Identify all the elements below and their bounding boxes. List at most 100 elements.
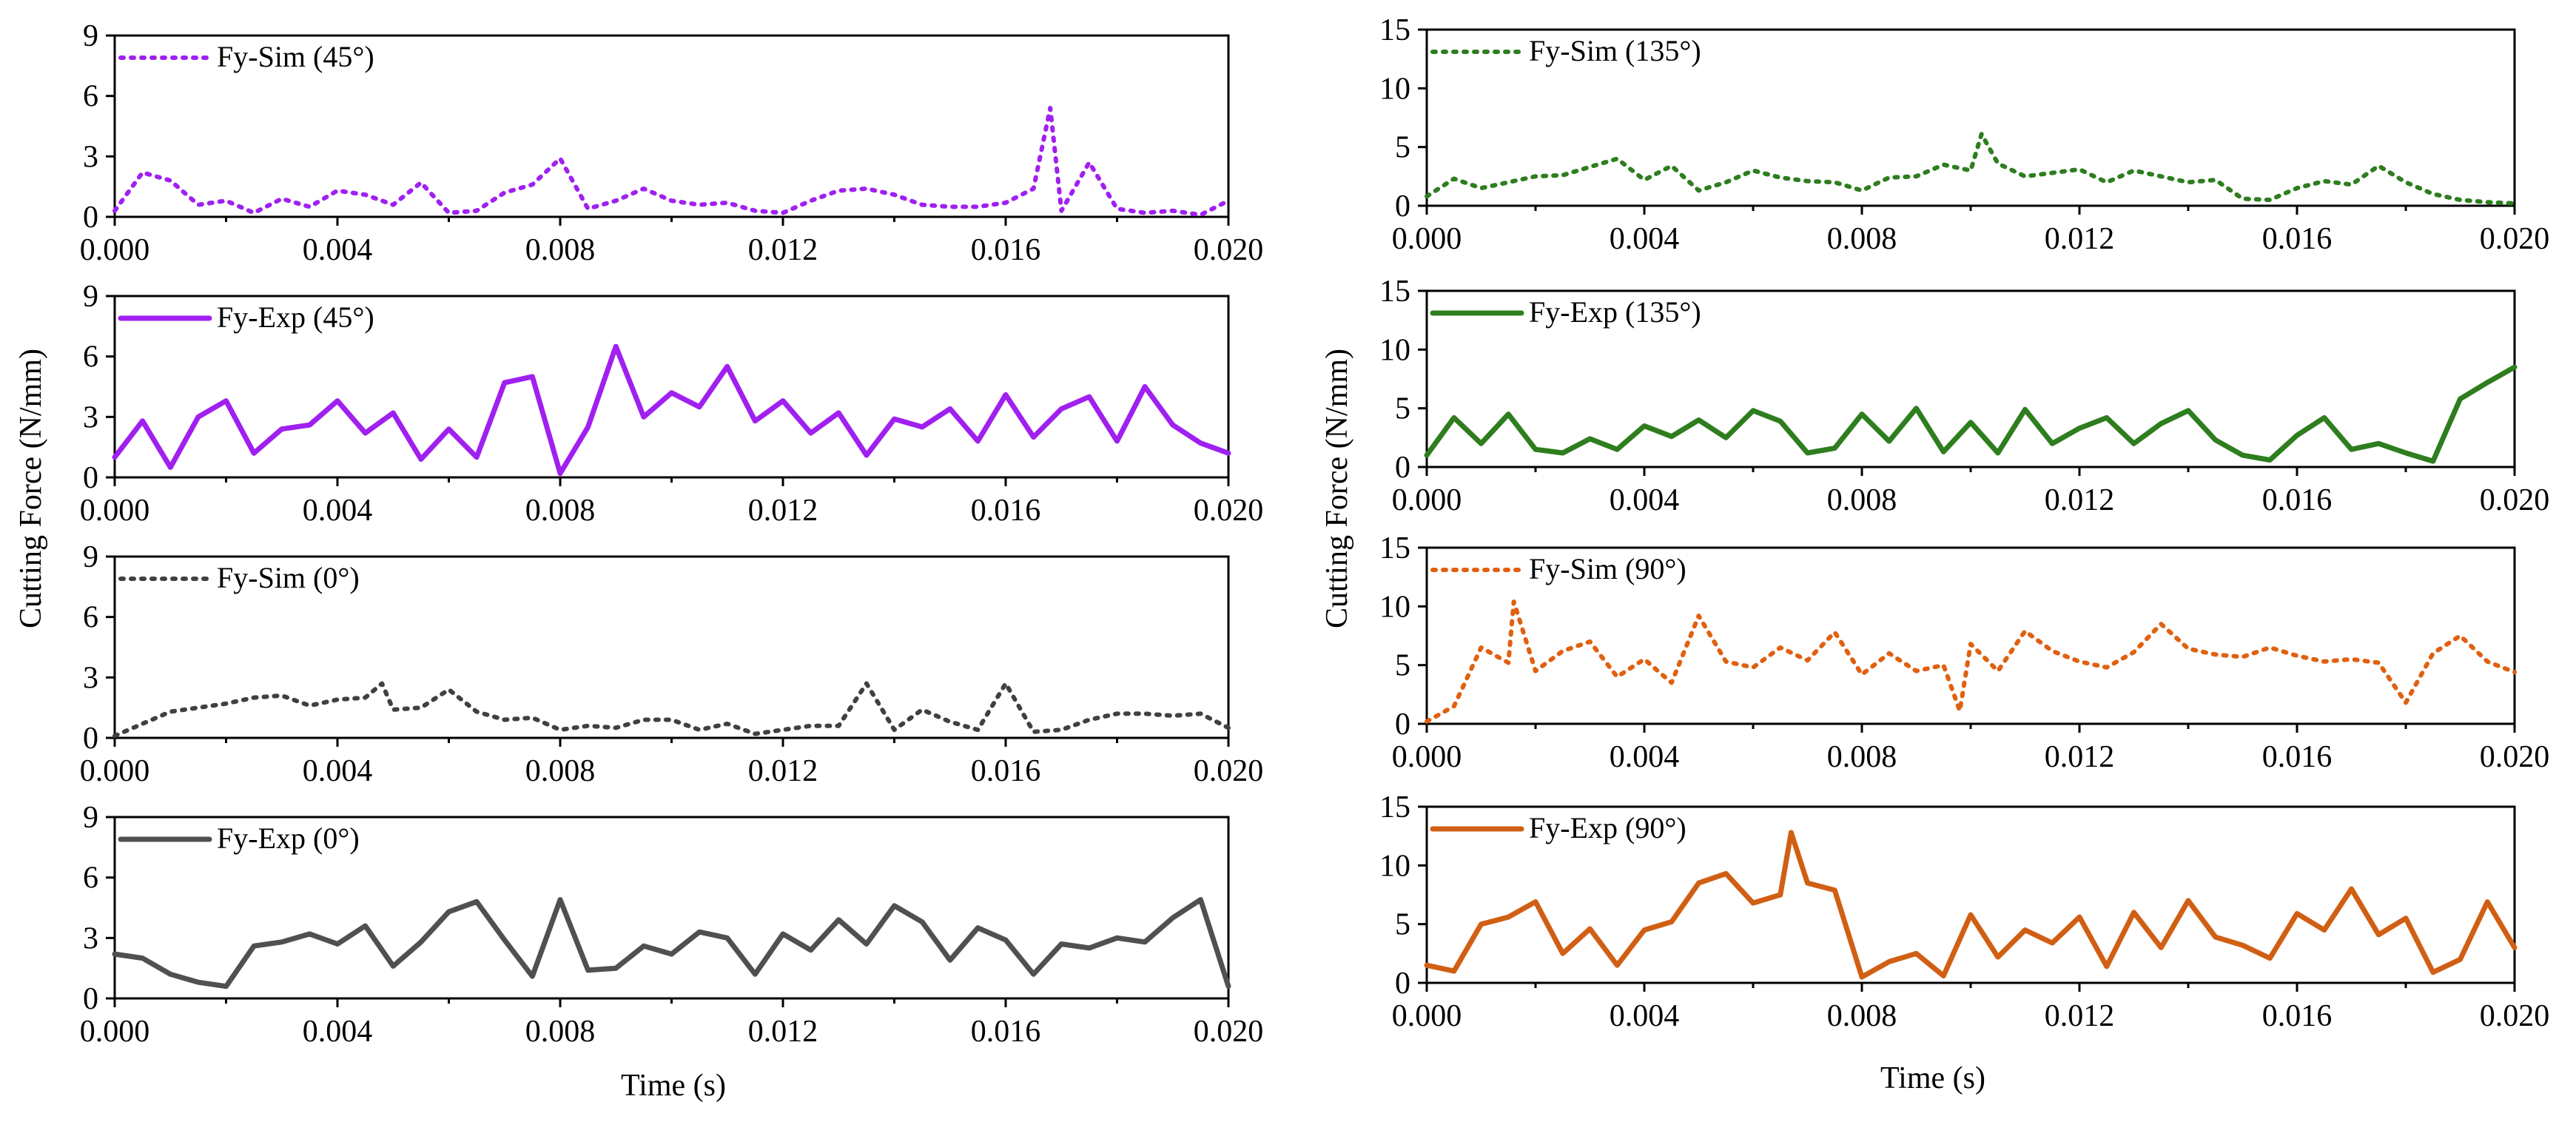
x-tick-label: 0.008	[1827, 483, 1897, 517]
x-tick-label: 0.004	[1610, 222, 1680, 256]
x-tick-label: 0.016	[971, 494, 1041, 528]
y-tick-label: 0	[83, 722, 98, 756]
x-tick-label: 0.004	[1610, 483, 1680, 517]
legend-label: Fy-Exp (0°)	[217, 822, 360, 855]
chart-panel-r3: 0.000 0.004 0.008 0.012 0.016 0.020 0 5 10 15 Fy-S…	[1379, 531, 2549, 774]
x-tick-label: 0.016	[971, 233, 1041, 267]
legend-label: Fy-Exp (135°)	[1529, 295, 1701, 329]
x-tick-label: 0.004	[1610, 999, 1680, 1033]
y-tick-label: 9	[83, 801, 98, 835]
y-tick-label: 9	[83, 19, 98, 53]
chart-panel-l4: 0.000 0.004 0.008 0.012 0.016 0.020 0 3 6 9 Fy-Exp…	[80, 801, 1264, 1049]
y-tick-label: 0	[1395, 189, 1410, 224]
y-tick-label: 5	[1395, 908, 1410, 942]
shared-y-axis-label-right: Cutting Force (N/mm)	[1320, 349, 1354, 628]
y-tick-label: 10	[1379, 590, 1410, 624]
chart-panel-l1: 0.000 0.004 0.008 0.012 0.016 0.020 0 3 6 9 Fy-Sim…	[80, 19, 1264, 267]
y-tick-label: 3	[83, 140, 98, 174]
x-tick-label: 0.000	[80, 1015, 150, 1049]
y-tick-label: 0	[1395, 451, 1410, 485]
x-tick-label: 0.012	[748, 494, 818, 528]
y-tick-label: 0	[1395, 708, 1410, 742]
x-tick-label: 0.012	[748, 1015, 818, 1049]
x-tick-label: 0.020	[2480, 999, 2550, 1033]
legend-label: Fy-Sim (45°)	[217, 40, 374, 73]
panels: 0.000 0.004 0.008 0.012 0.016 0.020 0 3 6 9 Fy-Sim…	[80, 13, 2550, 1049]
y-tick-label: 5	[1395, 392, 1410, 426]
y-tick-label: 9	[83, 280, 98, 314]
legend-label: Fy-Sim (90°)	[1529, 552, 1686, 585]
y-tick-label: 0	[83, 201, 98, 235]
x-tick-label: 0.016	[2262, 483, 2333, 517]
x-tick-label: 0.000	[1392, 740, 1462, 774]
x-tick-label: 0.004	[303, 754, 373, 788]
y-tick-label: 6	[83, 340, 98, 374]
x-tick-label: 0.008	[1827, 740, 1897, 774]
x-tick-label: 0.020	[2480, 483, 2550, 517]
x-tick-label: 0.012	[2045, 740, 2115, 774]
legend-label: Fy-Sim (135°)	[1529, 34, 1701, 67]
series-line	[1425, 599, 2517, 724]
y-tick-label: 15	[1379, 275, 1410, 309]
x-tick-label: 0.020	[2480, 740, 2550, 774]
x-tick-label: 0.000	[80, 494, 150, 528]
x-tick-label: 0.004	[303, 494, 373, 528]
series-line	[1424, 364, 2518, 464]
x-tick-label: 0.008	[1827, 999, 1897, 1033]
series-line	[1424, 830, 2518, 980]
series-line	[112, 681, 1231, 739]
series-line	[112, 343, 1231, 477]
y-tick-label: 3	[83, 921, 98, 955]
x-tick-label: 0.012	[2045, 483, 2115, 517]
x-tick-label: 0.000	[1392, 999, 1462, 1033]
y-tick-label: 5	[1395, 649, 1410, 683]
y-tick-label: 0	[1395, 967, 1410, 1001]
x-tick-label: 0.008	[1827, 222, 1897, 256]
x-tick-label: 0.016	[2262, 740, 2333, 774]
y-tick-label: 15	[1379, 531, 1410, 565]
x-tick-label: 0.012	[2045, 222, 2115, 256]
chart-panel-l3: 0.000 0.004 0.008 0.012 0.016 0.020 0 3 6 9 Fy-Sim…	[80, 540, 1264, 788]
x-tick-label: 0.008	[525, 494, 596, 528]
series-line	[1425, 132, 2517, 206]
chart-panel-l2: 0.000 0.004 0.008 0.012 0.016 0.020 0 3 6 9 Fy-Exp…	[80, 280, 1264, 528]
x-axis-label-left: Time (s)	[621, 1069, 726, 1103]
chart-panel-r1: 0.000 0.004 0.008 0.012 0.016 0.020 0 5 10 15 Fy-S…	[1379, 13, 2549, 256]
y-tick-label: 6	[83, 861, 98, 896]
x-tick-label: 0.016	[971, 754, 1041, 788]
y-tick-label: 6	[83, 601, 98, 635]
x-tick-label: 0.000	[80, 233, 150, 267]
x-tick-label: 0.000	[1392, 222, 1462, 256]
x-tick-label: 0.004	[1610, 740, 1680, 774]
y-tick-label: 0	[83, 461, 98, 495]
chart-panel-r2: 0.000 0.004 0.008 0.012 0.016 0.020 0 5 10 15 Fy-E…	[1379, 275, 2549, 517]
x-tick-label: 0.020	[1194, 494, 1264, 528]
y-tick-label: 6	[83, 80, 98, 114]
x-axis-label-right: Time (s)	[1880, 1061, 1985, 1095]
y-tick-label: 10	[1379, 333, 1410, 367]
y-tick-label: 15	[1379, 790, 1410, 824]
y-tick-label: 3	[83, 400, 98, 434]
y-tick-label: 10	[1379, 72, 1410, 106]
x-tick-label: 0.020	[1194, 754, 1264, 788]
legend-label: Fy-Exp (90°)	[1529, 811, 1686, 844]
series-line	[112, 106, 1231, 218]
y-tick-label: 15	[1379, 13, 1410, 47]
series-line	[112, 897, 1231, 990]
x-tick-label: 0.016	[2262, 222, 2333, 256]
x-tick-label: 0.008	[525, 1015, 596, 1049]
x-tick-label: 0.008	[525, 233, 596, 267]
y-tick-label: 9	[83, 540, 98, 574]
chart-panel-r4: 0.000 0.004 0.008 0.012 0.016 0.020 0 5 10 15 Fy-E…	[1379, 790, 2549, 1033]
x-tick-label: 0.016	[2262, 999, 2333, 1033]
y-tick-label: 10	[1379, 849, 1410, 883]
x-tick-label: 0.020	[1194, 233, 1264, 267]
y-tick-label: 5	[1395, 131, 1410, 165]
x-tick-label: 0.000	[80, 754, 150, 788]
x-tick-label: 0.012	[748, 754, 818, 788]
x-tick-label: 0.000	[1392, 483, 1462, 517]
shared-y-axis-label-left: Cutting Force (N/mm)	[14, 349, 48, 628]
x-tick-label: 0.020	[2480, 222, 2550, 256]
x-tick-label: 0.012	[748, 233, 818, 267]
